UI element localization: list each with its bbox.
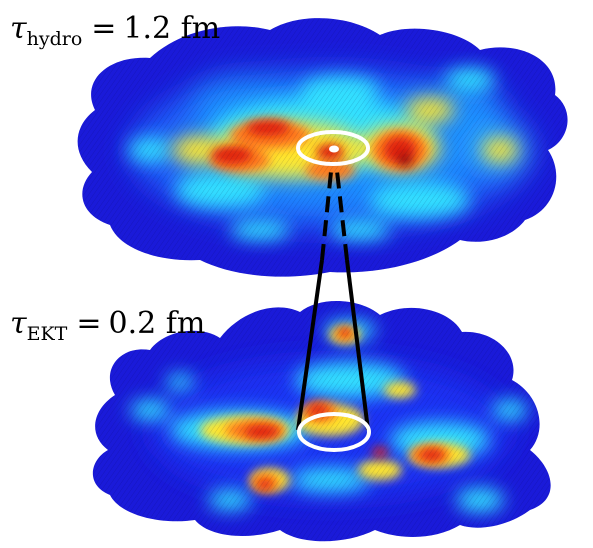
label-tau-ekt-equals: = [76, 306, 102, 341]
label-tau-hydro-symbol: τ [10, 11, 27, 46]
ring-center-dot [329, 145, 339, 153]
ring-bottom [297, 412, 371, 452]
label-tau-ekt-value: 0.2 fm [108, 306, 206, 341]
connector-line-right-dashed [334, 161, 349, 261]
label-tau-hydro: τhydro = 1.2 fm [10, 14, 220, 49]
ekt-plane [92, 301, 551, 542]
causal-cone-lines [296, 161, 370, 431]
ring-top [296, 130, 370, 166]
label-tau-hydro-equals: = [91, 11, 117, 46]
label-tau-ekt-subscript: EKT [26, 323, 68, 345]
label-tau-hydro-subscript: hydro [26, 28, 83, 50]
connector-line-left-dashed [320, 161, 334, 261]
label-tau-hydro-value: 1.2 fm [123, 11, 221, 46]
connector-line-left [296, 259, 324, 431]
hydro-plane [77, 18, 568, 277]
label-tau-ekt: τEKT = 0.2 fm [10, 309, 205, 344]
label-tau-ekt-symbol: τ [10, 306, 27, 341]
connector-line-right [345, 259, 370, 431]
